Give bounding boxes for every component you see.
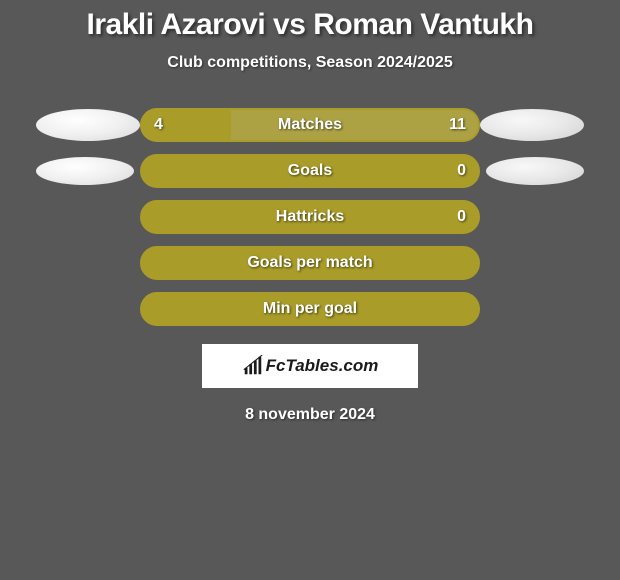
player2-avatar-slot <box>480 200 592 234</box>
logo-text: FcTables.com <box>266 356 379 376</box>
player1-avatar-slot <box>28 154 140 188</box>
player2-avatar <box>486 157 584 185</box>
stat-row: Min per goal <box>0 292 620 326</box>
player2-avatar-slot <box>480 292 592 326</box>
stat-label: Goals <box>288 162 332 180</box>
stat-value-right: 0 <box>457 162 466 180</box>
date: 8 november 2024 <box>0 406 620 424</box>
stat-bar: Goals 0 <box>140 154 480 188</box>
stat-row: Goals per match <box>0 246 620 280</box>
stat-label: Goals per match <box>247 254 372 272</box>
stat-label: Hattricks <box>276 208 344 226</box>
comparison-card: Irakli Azarovi vs Roman Vantukh Club com… <box>0 0 620 424</box>
stat-value-right: 0 <box>457 208 466 226</box>
player2-avatar <box>480 109 584 141</box>
player1-avatar <box>36 109 140 141</box>
player1-avatar-slot <box>28 108 140 142</box>
stat-bar: Min per goal <box>140 292 480 326</box>
subtitle: Club competitions, Season 2024/2025 <box>0 54 620 72</box>
player1-avatar-slot <box>28 292 140 326</box>
stat-bar: Goals per match <box>140 246 480 280</box>
stat-value-right: 11 <box>449 116 466 134</box>
player2-avatar-slot <box>480 246 592 280</box>
stat-bar: Hattricks 0 <box>140 200 480 234</box>
title: Irakli Azarovi vs Roman Vantukh <box>0 8 620 42</box>
stat-rows: Matches 4 11 Goals 0 Hattricks 0 Goals per matc… <box>0 108 620 326</box>
stat-row: Goals 0 <box>0 154 620 188</box>
player2-avatar-slot <box>480 108 592 142</box>
stat-value-left: 4 <box>154 116 163 134</box>
player1-avatar <box>36 157 134 185</box>
stat-label: Matches <box>278 116 342 134</box>
source-logo: FcTables.com <box>202 344 418 388</box>
player1-avatar-slot <box>28 200 140 234</box>
stat-row: Matches 4 11 <box>0 108 620 142</box>
player2-avatar-slot <box>480 154 592 188</box>
stat-bar: Matches 4 11 <box>140 108 480 142</box>
stat-label: Min per goal <box>263 300 357 318</box>
player1-avatar-slot <box>28 246 140 280</box>
stat-row: Hattricks 0 <box>0 200 620 234</box>
bars-icon <box>242 355 264 377</box>
